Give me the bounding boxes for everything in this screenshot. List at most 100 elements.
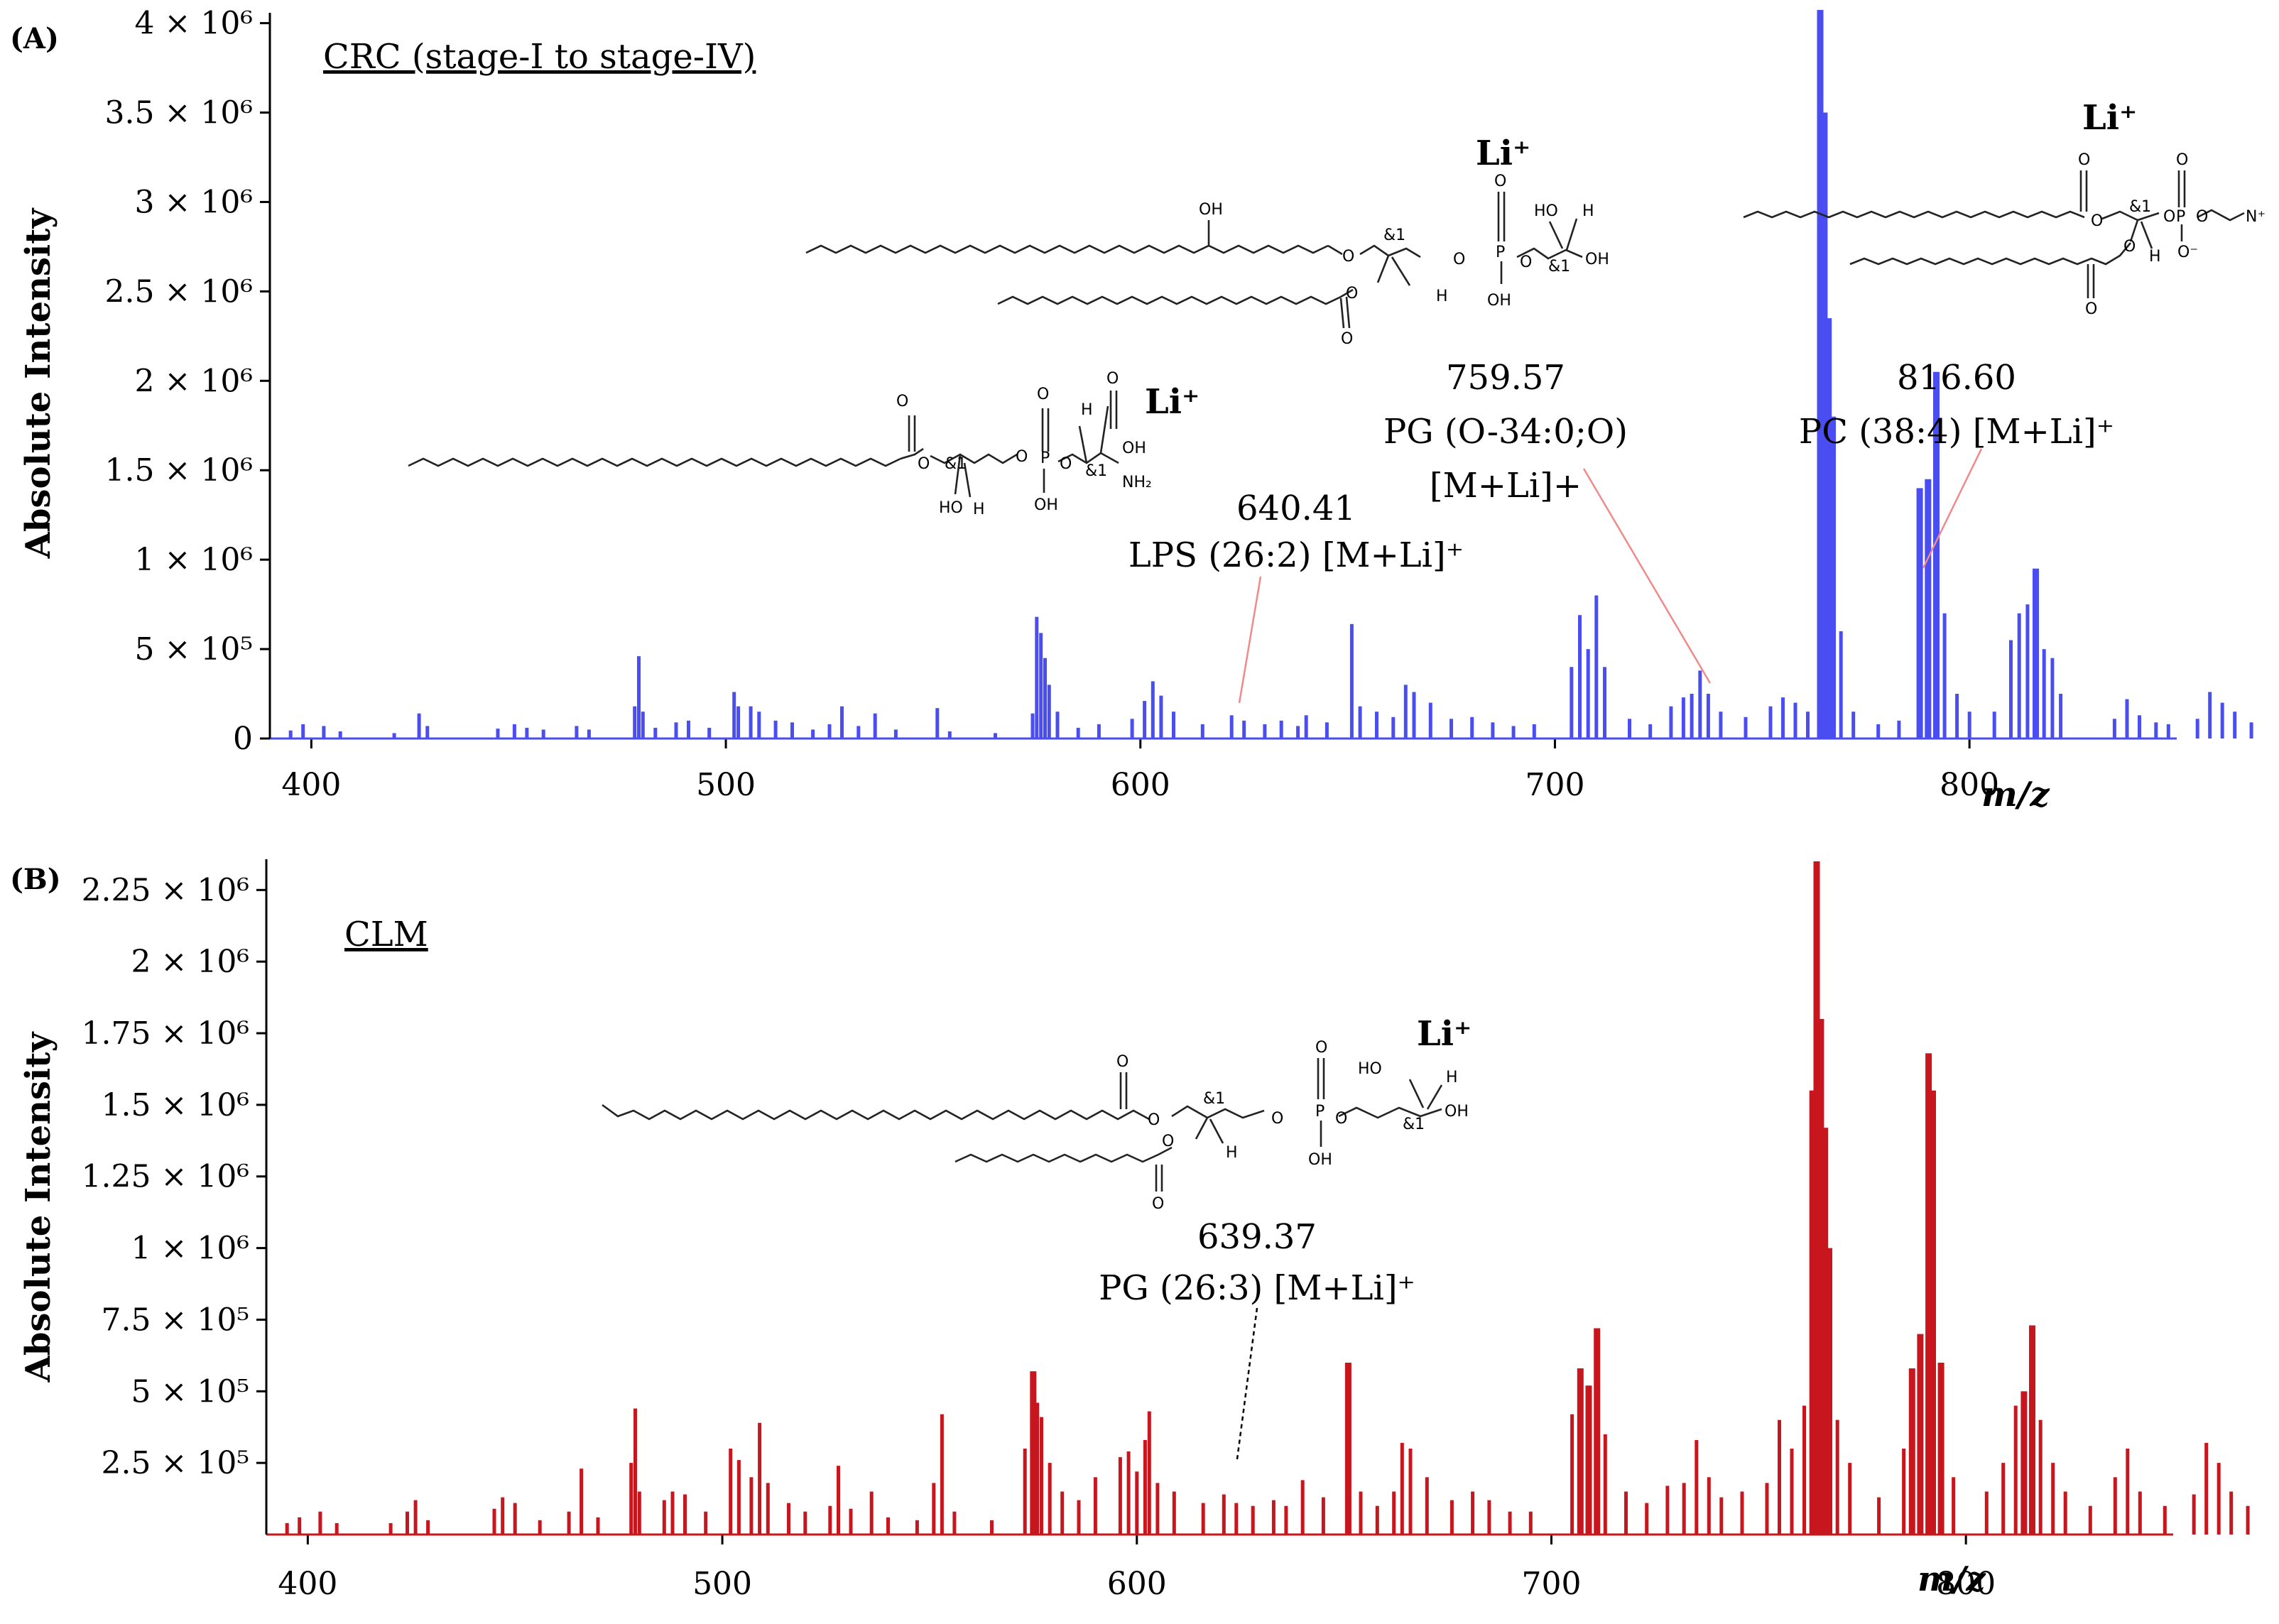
svg-text:&1: &1 bbox=[1383, 227, 1405, 244]
peak-bar bbox=[2249, 722, 2253, 739]
y-tick-label: 7.5 × 10⁵ bbox=[102, 1302, 249, 1338]
peak-bar bbox=[1992, 712, 1996, 739]
peak-bar bbox=[1449, 1500, 1454, 1535]
peak-bar bbox=[2033, 568, 2039, 739]
peak-bar bbox=[1570, 667, 1574, 739]
peak-bar bbox=[1296, 726, 1300, 739]
peak-bar bbox=[1955, 694, 1959, 739]
peak-bar bbox=[790, 722, 794, 739]
peak-bar bbox=[653, 727, 658, 739]
peak-bar bbox=[1586, 649, 1590, 739]
peak-bar bbox=[641, 712, 645, 739]
peak-bar bbox=[1835, 1419, 1839, 1535]
peak-bar bbox=[2125, 699, 2129, 739]
peak-bar bbox=[2029, 1325, 2035, 1535]
peak-bar bbox=[1682, 1483, 1686, 1535]
peak-bar bbox=[1076, 727, 1080, 739]
svg-text:P: P bbox=[1315, 1103, 1325, 1121]
peak-bar bbox=[2042, 649, 2046, 739]
svg-text:O: O bbox=[1341, 330, 1353, 348]
peak-bar bbox=[575, 726, 579, 739]
peak-bar bbox=[2063, 1491, 2067, 1535]
peak-bar bbox=[2163, 1505, 2167, 1535]
svg-text:O: O bbox=[1148, 1111, 1160, 1129]
peak-bar bbox=[1359, 1491, 1363, 1535]
svg-text:&1: &1 bbox=[2129, 198, 2151, 216]
peak-bar bbox=[2020, 1391, 2028, 1535]
x-tick-label: 400 bbox=[281, 767, 341, 803]
peak-bar bbox=[749, 1477, 754, 1535]
peak-bar bbox=[1813, 861, 1820, 1535]
structure-lps bbox=[408, 391, 1119, 498]
y-tick-label: 2 × 10⁶ bbox=[135, 363, 253, 399]
svg-text:&1: &1 bbox=[1203, 1090, 1225, 1108]
x-tick-label: 800 bbox=[1940, 767, 1999, 803]
peak-bar bbox=[1304, 715, 1308, 739]
peak-bar bbox=[338, 731, 342, 739]
peak-bar bbox=[1809, 1090, 1816, 1535]
peak-bar bbox=[1048, 1463, 1052, 1535]
panel-b: (B) CLM Absolute Intensity m/z 2.5 × 10⁵… bbox=[10, 859, 2250, 1602]
svg-text:O: O bbox=[1162, 1133, 1174, 1150]
svg-text:O: O bbox=[1342, 248, 1354, 266]
peak-bar bbox=[322, 726, 326, 739]
svg-text:O: O bbox=[1315, 1039, 1327, 1057]
y-tick-label: 1 × 10⁶ bbox=[131, 1231, 249, 1267]
annotation-pg-a-mz: 759.57 bbox=[1446, 358, 1565, 398]
peak-bar bbox=[1449, 719, 1453, 739]
svg-text:HO: HO bbox=[1534, 202, 1558, 220]
peak-bar bbox=[1344, 1363, 1351, 1535]
peak-bar bbox=[392, 733, 396, 739]
peak-bar bbox=[629, 1463, 633, 1535]
peak-bar bbox=[1532, 724, 1536, 739]
peak-bar bbox=[1781, 697, 1785, 739]
svg-text:H: H bbox=[1081, 401, 1093, 419]
peak-bar bbox=[1925, 479, 1932, 739]
peak-bar bbox=[736, 1460, 741, 1535]
peak-bar bbox=[2126, 1449, 2130, 1535]
structure-pc-li: Li⁺ bbox=[2082, 98, 2137, 138]
peak-bar bbox=[1055, 712, 1060, 739]
y-tick-label: 1.5 × 10⁶ bbox=[102, 1087, 249, 1123]
peak-bar bbox=[525, 727, 529, 739]
peak-bar bbox=[501, 1497, 505, 1535]
svg-text:O: O bbox=[1346, 285, 1358, 303]
peak-bar bbox=[1645, 1503, 1649, 1535]
peak-bar bbox=[1375, 712, 1378, 739]
peak-bar bbox=[334, 1522, 339, 1535]
peak-bar bbox=[2192, 1494, 2196, 1535]
peak-bar bbox=[1155, 1483, 1160, 1535]
peak-bar bbox=[1648, 724, 1653, 739]
annotation-pg-b-name: PG (26:3) [M+Li]⁺ bbox=[1099, 1268, 1415, 1308]
peak-bar bbox=[1039, 633, 1043, 739]
peak-bar bbox=[1585, 1385, 1592, 1535]
peak-bar bbox=[1077, 1500, 1081, 1535]
y-tick-label: 1.5 × 10⁶ bbox=[105, 452, 253, 489]
structure-pg-a-labels: OH O O O H O P O OH O HO H OH &1 &1 bbox=[1199, 173, 1609, 348]
panel-a: (A) CRC (stage-I to stage-IV) Absolute I… bbox=[10, 6, 2266, 814]
panel-b-letter: (B) bbox=[10, 863, 61, 896]
peak-bar bbox=[1681, 697, 1685, 739]
svg-text:O: O bbox=[2091, 212, 2103, 230]
peak-bar bbox=[990, 1520, 994, 1535]
peak-bar bbox=[1093, 1477, 1097, 1535]
peak-bar bbox=[541, 729, 545, 739]
peak-bar bbox=[1707, 1477, 1711, 1535]
peak-bar bbox=[1143, 1439, 1147, 1535]
peak-bar bbox=[915, 1520, 919, 1535]
x-tick-label: 800 bbox=[1936, 1566, 1996, 1602]
peak-bar bbox=[1690, 694, 1694, 739]
peak-bar bbox=[1876, 724, 1881, 739]
peak-bar bbox=[512, 724, 516, 739]
peak-bar bbox=[893, 729, 898, 739]
peak-bar bbox=[1902, 1449, 1906, 1535]
peak-bar bbox=[2088, 1505, 2092, 1535]
peak-bar bbox=[1023, 1449, 1027, 1535]
peak-bar bbox=[827, 724, 832, 739]
peak-bar bbox=[935, 708, 940, 739]
panel-a-title: CRC (stage-I to stage-IV) bbox=[323, 37, 756, 77]
peak-bar bbox=[803, 1511, 807, 1535]
structure-lps-li: Li⁺ bbox=[1145, 382, 1200, 422]
peak-bar bbox=[2138, 715, 2141, 739]
peak-bar bbox=[707, 727, 712, 739]
